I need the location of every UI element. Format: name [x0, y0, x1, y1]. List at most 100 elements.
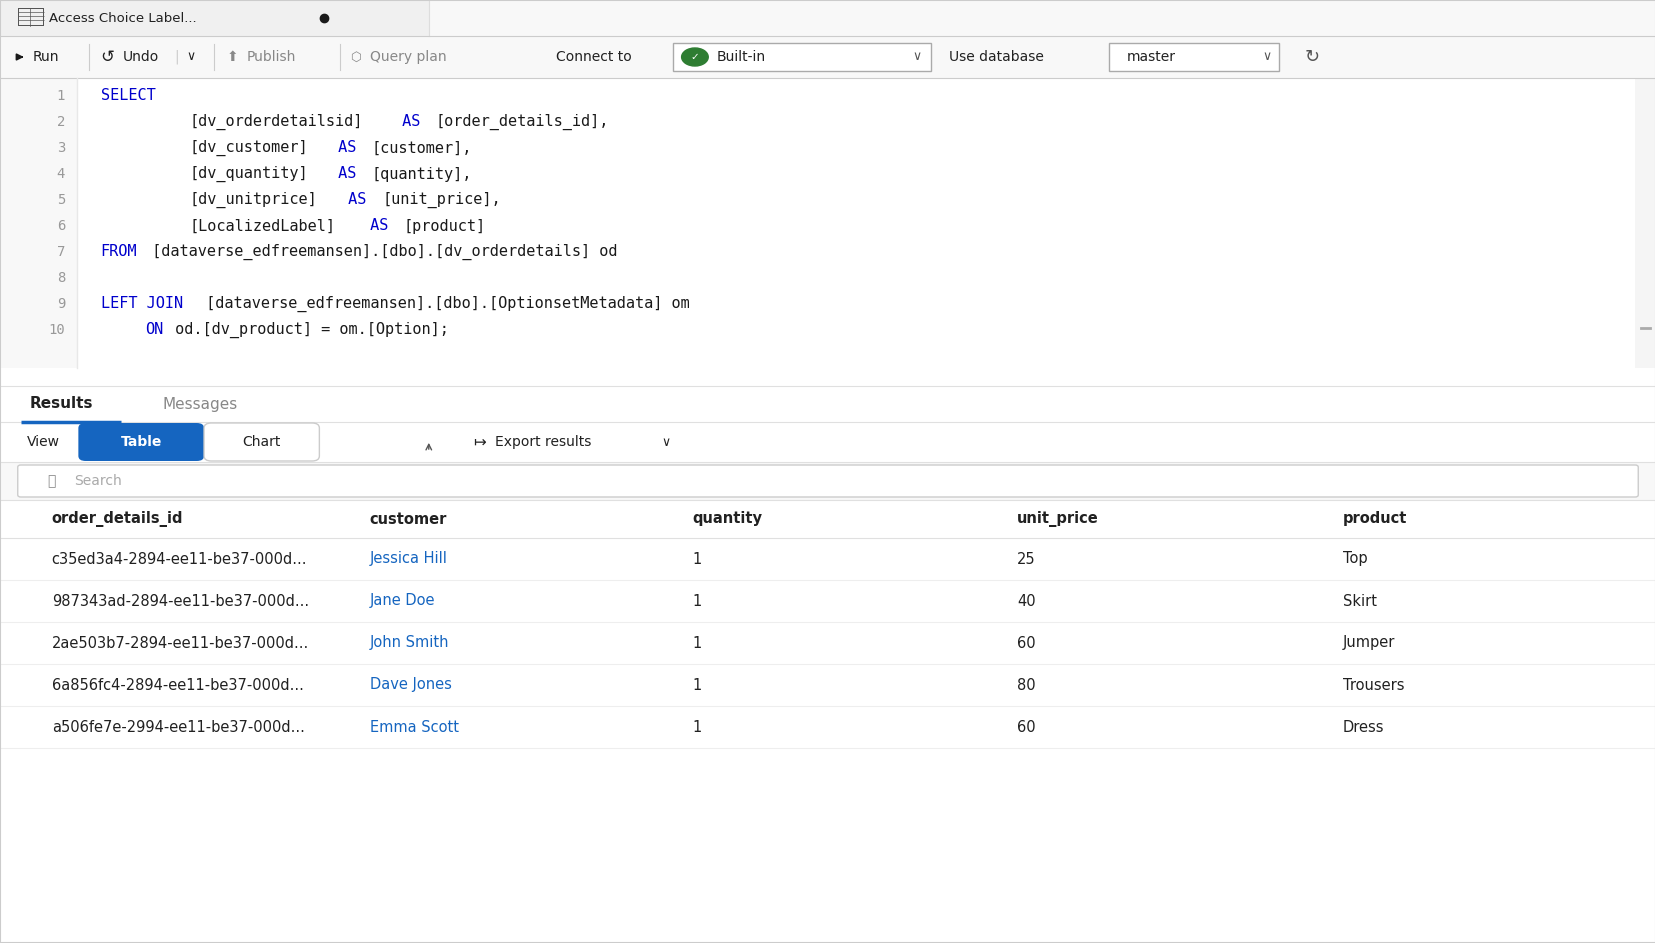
Bar — [0, 36, 1655, 78]
Text: John Smith: John Smith — [369, 636, 449, 651]
Text: Built-in: Built-in — [717, 50, 766, 64]
Text: 1: 1 — [692, 593, 700, 608]
Text: Search: Search — [74, 474, 121, 488]
Bar — [0, 706, 1655, 748]
Text: Jane Doe: Jane Doe — [369, 593, 435, 608]
Bar — [0, 0, 1655, 36]
Text: ∨: ∨ — [1261, 51, 1271, 63]
Text: Undo: Undo — [122, 50, 159, 64]
Text: Chart: Chart — [242, 435, 281, 449]
Text: ✓: ✓ — [690, 52, 698, 62]
Text: ↦: ↦ — [473, 435, 485, 450]
Text: [dataverse_edfreemansen].[dbo].[OptionsetMetadata] om: [dataverse_edfreemansen].[dbo].[Optionse… — [197, 296, 690, 312]
FancyBboxPatch shape — [18, 465, 1637, 497]
Text: 60: 60 — [1016, 636, 1036, 651]
Text: 987343ad-2894-ee11-be37-000d...: 987343ad-2894-ee11-be37-000d... — [51, 593, 309, 608]
Text: Run: Run — [33, 50, 60, 64]
Text: Access Choice Label...: Access Choice Label... — [48, 11, 197, 25]
Text: quantity: quantity — [692, 511, 761, 526]
Bar — [672, 43, 930, 71]
Text: a506fe7e-2994-ee11-be37-000d...: a506fe7e-2994-ee11-be37-000d... — [51, 720, 305, 735]
Text: 40: 40 — [1016, 593, 1036, 608]
Text: Query plan: Query plan — [369, 50, 445, 64]
Text: Use database: Use database — [948, 50, 1044, 64]
Bar — [0, 78, 1655, 368]
Text: 60: 60 — [1016, 720, 1036, 735]
Text: View: View — [26, 435, 60, 449]
Text: 1: 1 — [56, 89, 65, 103]
Text: [dv_orderdetailsid]: [dv_orderdetailsid] — [189, 114, 362, 130]
Text: Trousers: Trousers — [1342, 677, 1403, 692]
Text: LEFT JOIN: LEFT JOIN — [101, 296, 182, 311]
Bar — [0, 0, 429, 36]
Text: Table: Table — [121, 435, 162, 449]
Text: [customer],: [customer], — [371, 141, 472, 156]
Text: ∨: ∨ — [660, 436, 670, 449]
Text: 🔍: 🔍 — [48, 474, 56, 488]
Text: [dv_customer]: [dv_customer] — [189, 140, 308, 157]
Text: Dress: Dress — [1342, 720, 1384, 735]
Text: [order_details_id],: [order_details_id], — [435, 114, 609, 130]
Text: 6a856fc4-2894-ee11-be37-000d...: 6a856fc4-2894-ee11-be37-000d... — [51, 677, 303, 692]
Bar — [0, 580, 1655, 622]
Bar — [20, 9, 43, 25]
Bar — [0, 368, 1655, 386]
Text: Messages: Messages — [162, 396, 238, 411]
Text: AS: AS — [392, 114, 429, 129]
Text: ∨: ∨ — [912, 51, 920, 63]
Text: AS: AS — [328, 167, 364, 181]
Text: Dave Jones: Dave Jones — [369, 677, 452, 692]
Text: [unit_price],: [unit_price], — [382, 191, 500, 208]
Text: [LocalizedLabel]: [LocalizedLabel] — [189, 219, 334, 234]
Circle shape — [682, 48, 708, 66]
Bar — [0, 538, 1655, 580]
Text: Publish: Publish — [247, 50, 296, 64]
Text: Top: Top — [1342, 552, 1367, 567]
Text: AS: AS — [361, 219, 397, 234]
Text: [quantity],: [quantity], — [371, 167, 472, 181]
Text: 1: 1 — [692, 636, 700, 651]
Text: 2: 2 — [56, 115, 65, 129]
Text: 3: 3 — [56, 141, 65, 155]
Text: ↻: ↻ — [1304, 48, 1319, 66]
Text: Jessica Hill: Jessica Hill — [369, 552, 447, 567]
Text: 10: 10 — [48, 323, 65, 337]
Text: 8: 8 — [56, 271, 65, 285]
Text: order_details_id: order_details_id — [51, 511, 184, 527]
Text: ⬡: ⬡ — [351, 51, 361, 63]
Text: 25: 25 — [1016, 552, 1036, 567]
Text: 6: 6 — [56, 219, 65, 233]
Bar — [1633, 78, 1655, 368]
Text: ∨: ∨ — [185, 51, 195, 63]
Text: SELECT: SELECT — [101, 89, 156, 104]
Text: 9: 9 — [56, 297, 65, 311]
Text: Export results: Export results — [495, 435, 591, 449]
Text: unit_price: unit_price — [1016, 511, 1099, 527]
Text: |: | — [174, 50, 179, 64]
Text: [dv_quantity]: [dv_quantity] — [189, 166, 308, 182]
Bar — [0, 386, 1655, 422]
Bar — [0, 78, 76, 368]
Text: 1: 1 — [692, 677, 700, 692]
Bar — [0, 664, 1655, 706]
Text: 4: 4 — [56, 167, 65, 181]
FancyBboxPatch shape — [78, 423, 204, 461]
Text: Results: Results — [30, 396, 93, 411]
Text: c35ed3a4-2894-ee11-be37-000d...: c35ed3a4-2894-ee11-be37-000d... — [51, 552, 308, 567]
Text: ↺: ↺ — [101, 48, 114, 66]
Bar — [0, 422, 1655, 462]
Bar — [18, 8, 45, 26]
Text: AS: AS — [339, 192, 376, 207]
FancyBboxPatch shape — [204, 423, 319, 461]
Text: Jumper: Jumper — [1342, 636, 1394, 651]
Bar — [1109, 43, 1278, 71]
Text: Connect to: Connect to — [556, 50, 631, 64]
Text: ON: ON — [146, 323, 164, 338]
Bar — [0, 462, 1655, 500]
Bar — [0, 622, 1655, 664]
Text: [product]: [product] — [404, 219, 485, 234]
Text: 1: 1 — [692, 552, 700, 567]
Text: 80: 80 — [1016, 677, 1036, 692]
Text: customer: customer — [369, 511, 447, 526]
Text: FROM: FROM — [101, 244, 137, 259]
